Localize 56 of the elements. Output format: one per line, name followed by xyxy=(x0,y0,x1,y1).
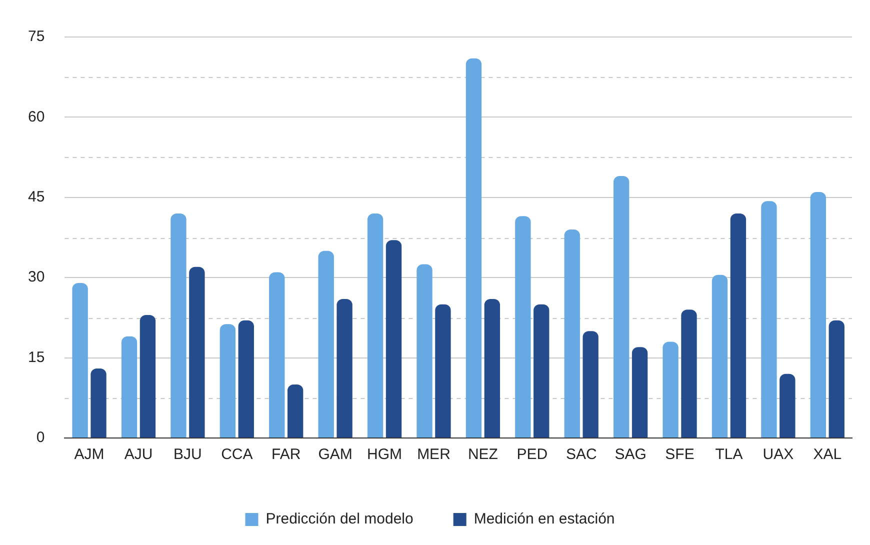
bar xyxy=(189,266,205,438)
x-tick-label: HGM xyxy=(367,446,402,464)
x-tick-label: UAX xyxy=(762,446,794,464)
bar xyxy=(90,368,106,438)
x-tick-label: NEZ xyxy=(468,446,498,464)
bar xyxy=(662,342,678,438)
bar xyxy=(466,58,482,438)
bar xyxy=(515,216,531,438)
y-tick-label: 15 xyxy=(28,348,45,366)
x-tick-label: PED xyxy=(516,446,548,464)
bar xyxy=(632,347,648,438)
bar xyxy=(170,213,186,438)
bar xyxy=(121,336,138,438)
bar xyxy=(367,213,384,438)
bar xyxy=(140,315,156,438)
y-tick-label: 30 xyxy=(28,268,45,286)
x-tick-label: AJU xyxy=(124,446,153,464)
legend-label: Medición en estación xyxy=(474,510,615,528)
x-tick-label: TLA xyxy=(715,446,743,464)
x-tick-label: SAG xyxy=(614,446,646,464)
bar xyxy=(269,272,285,438)
y-tick-label: 45 xyxy=(28,188,45,206)
bar xyxy=(761,201,777,438)
bar xyxy=(336,298,352,438)
x-tick-label: FAR xyxy=(272,446,301,464)
bar xyxy=(828,320,844,438)
bar xyxy=(386,240,402,438)
x-tick-label: CCA xyxy=(221,446,253,464)
bar xyxy=(712,274,728,438)
bar xyxy=(238,320,254,438)
bar xyxy=(582,331,598,438)
bar xyxy=(288,384,304,438)
y-tick-label: 60 xyxy=(28,108,45,126)
x-tick-label: SFE xyxy=(665,446,694,464)
bar xyxy=(780,374,796,438)
bar xyxy=(534,304,550,438)
bar xyxy=(730,213,746,438)
legend-label: Predicción del modelo xyxy=(266,510,414,528)
x-tick-label: MER xyxy=(417,446,451,464)
x-tick-label: BJU xyxy=(174,446,202,464)
y-tick-label: 75 xyxy=(28,28,45,46)
bar xyxy=(564,229,580,438)
bar xyxy=(220,324,236,438)
x-tick-label: SAC xyxy=(566,446,597,464)
x-tick-label: GAM xyxy=(318,446,352,464)
y-tick-label: 0 xyxy=(36,429,45,446)
bar xyxy=(72,282,88,438)
bar xyxy=(318,250,334,438)
bar xyxy=(416,264,432,438)
x-tick-label: AJM xyxy=(74,446,104,464)
bar xyxy=(435,304,451,438)
bar xyxy=(484,298,500,438)
bar xyxy=(810,192,826,438)
x-tick-label: XAL xyxy=(813,446,842,464)
bar xyxy=(614,176,630,438)
bar xyxy=(681,310,697,438)
